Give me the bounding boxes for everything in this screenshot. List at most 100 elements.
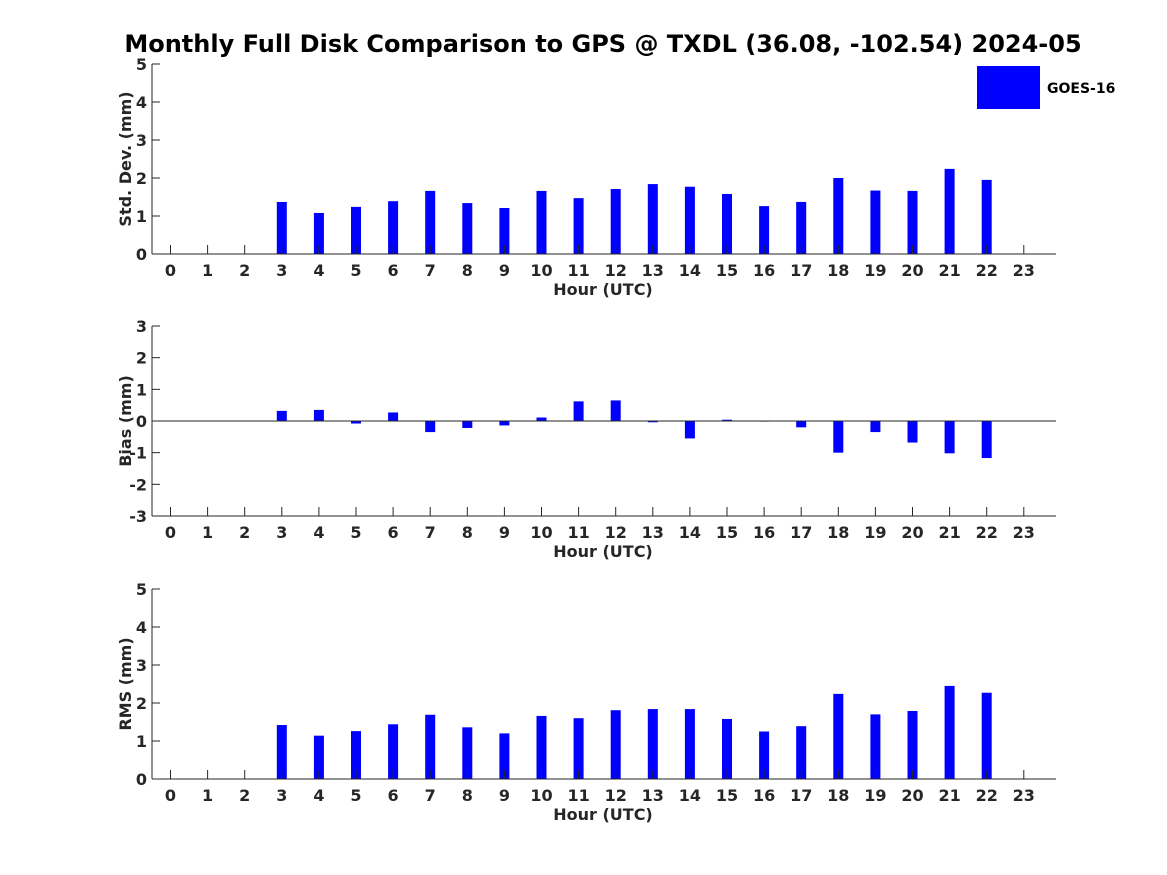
x-tick-label: 17 [790, 523, 812, 542]
x-tick-label: 11 [567, 786, 589, 805]
x-tick-label: 11 [567, 261, 589, 280]
x-tick-label: 9 [499, 786, 510, 805]
bar [351, 731, 361, 779]
y-tick-label: 1 [136, 380, 147, 399]
bar [388, 412, 399, 421]
bar [981, 421, 992, 459]
x-tick-label: 8 [462, 786, 473, 805]
x-tick-label: 13 [642, 786, 664, 805]
x-tick-label: 1 [202, 523, 213, 542]
x-tick-label: 18 [827, 261, 849, 280]
x-tick-label: 20 [901, 786, 923, 805]
x-tick-label: 0 [165, 786, 176, 805]
bar [351, 206, 361, 254]
bar [907, 421, 918, 443]
x-tick-label: 15 [716, 261, 738, 280]
x-tick-label: 3 [276, 786, 287, 805]
bar [573, 718, 584, 779]
bar [425, 421, 436, 433]
x-tick-label: 6 [388, 786, 399, 805]
x-tick-label: 3 [276, 261, 287, 280]
x-tick-label: 16 [753, 523, 775, 542]
bar [610, 400, 621, 421]
x-tick-label: 7 [425, 523, 436, 542]
x-tick-label: 12 [605, 523, 627, 542]
x-tick-label: 4 [313, 786, 324, 805]
bar [499, 208, 510, 254]
y-tick-label: 3 [136, 317, 147, 336]
bar [313, 409, 324, 421]
bar [351, 421, 361, 424]
bar [796, 201, 807, 254]
x-tick-label: 23 [1013, 523, 1035, 542]
x-tick-label: 10 [530, 786, 552, 805]
x-tick-label: 19 [864, 261, 886, 280]
x-tick-label: 15 [716, 786, 738, 805]
bar [870, 190, 881, 254]
x-tick-label: 19 [864, 523, 886, 542]
x-tick-label: 19 [864, 786, 886, 805]
bar [388, 201, 399, 254]
bar [759, 731, 770, 779]
bar [610, 189, 621, 254]
bar [425, 714, 436, 779]
x-tick-label: 2 [239, 786, 250, 805]
x-tick-label: 7 [425, 261, 436, 280]
x-tick-label: 9 [499, 261, 510, 280]
x-tick-label: 13 [642, 261, 664, 280]
y-tick-label: 2 [136, 169, 147, 188]
bar [944, 168, 955, 254]
x-tick-label: 16 [753, 786, 775, 805]
bar [684, 709, 695, 779]
bar [313, 735, 324, 779]
bar [499, 733, 510, 779]
y-tick-label: 0 [136, 770, 147, 789]
bar [833, 178, 844, 254]
bar [870, 714, 881, 779]
bar [944, 421, 955, 454]
bar [647, 709, 658, 779]
y-tick-label: 0 [136, 245, 147, 264]
bar [462, 203, 473, 254]
x-tick-label: 7 [425, 786, 436, 805]
x-tick-label: 17 [790, 786, 812, 805]
bar [647, 421, 658, 423]
x-tick-label: 12 [605, 261, 627, 280]
x-tick-label: 22 [976, 523, 998, 542]
bar [722, 718, 732, 779]
x-tick-label: 2 [239, 523, 250, 542]
bar [276, 725, 287, 779]
bar [573, 401, 584, 421]
y-tick-label: 0 [136, 412, 147, 431]
x-tick-label: 1 [202, 786, 213, 805]
y-tick-label: 3 [136, 131, 147, 150]
bar [981, 692, 992, 779]
bar [536, 190, 547, 254]
bar [944, 685, 955, 779]
x-tick-label: 14 [679, 786, 701, 805]
bar [462, 727, 473, 779]
x-axis-label: Hour (UTC) [553, 280, 653, 299]
bar [462, 421, 473, 428]
bar [759, 206, 770, 254]
bar [684, 186, 695, 254]
x-tick-label: 22 [976, 786, 998, 805]
x-tick-label: 0 [165, 261, 176, 280]
x-tick-label: 2 [239, 261, 250, 280]
y-axis-label: Bias (mm) [116, 375, 135, 467]
bar [610, 710, 621, 779]
x-tick-label: 10 [530, 261, 552, 280]
bar [276, 410, 287, 421]
x-tick-label: 16 [753, 261, 775, 280]
bar [647, 184, 658, 254]
x-tick-label: 21 [938, 786, 960, 805]
y-axis-label: RMS (mm) [116, 637, 135, 730]
x-tick-label: 18 [827, 523, 849, 542]
x-tick-label: 1 [202, 261, 213, 280]
bar [573, 198, 584, 254]
y-axis-label: Std. Dev. (mm) [116, 91, 135, 226]
bar [536, 715, 547, 779]
bar [907, 190, 918, 254]
